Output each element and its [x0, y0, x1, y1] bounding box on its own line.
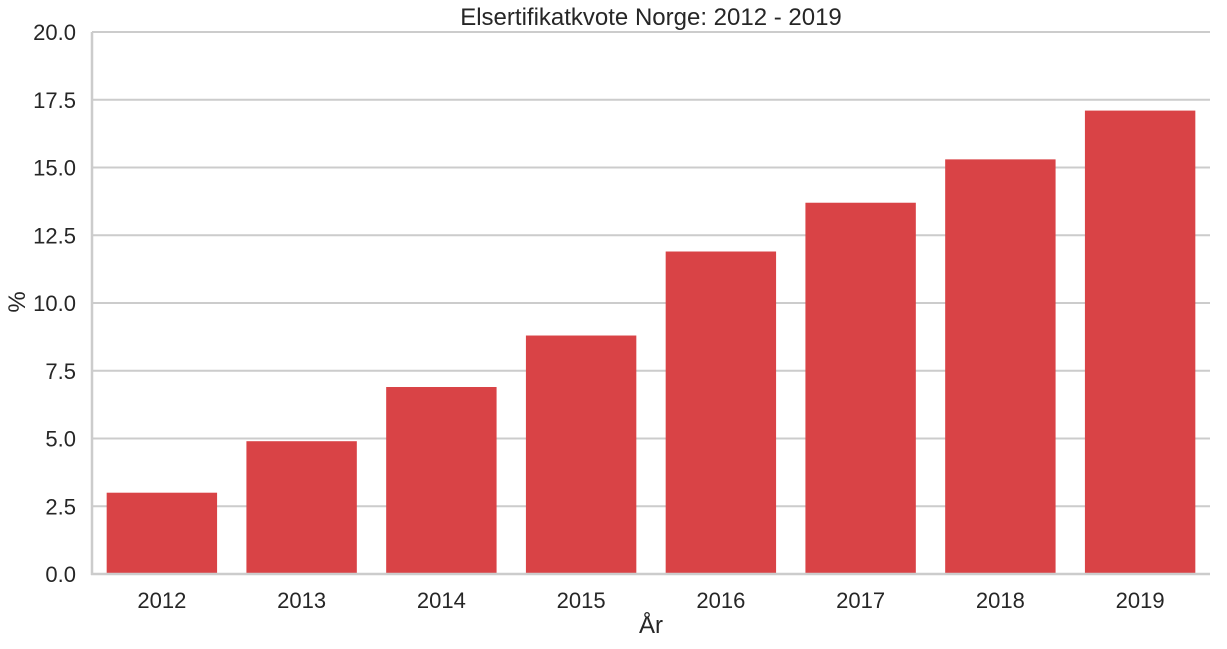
bar-2016: [665, 251, 777, 574]
y-axis-label: %: [4, 291, 31, 312]
bar-2012: [106, 492, 218, 574]
y-tick-label: 20.0: [33, 20, 76, 45]
x-tick-label: 2019: [1116, 588, 1165, 613]
x-tick-label: 2015: [557, 588, 606, 613]
chart-title: Elsertifikatkvote Norge: 2012 - 2019: [460, 4, 842, 31]
y-tick-label: 7.5: [45, 359, 76, 384]
x-tick-label: 2018: [976, 588, 1025, 613]
bar-2019: [1084, 110, 1196, 574]
y-tick-label: 15.0: [33, 156, 76, 181]
bar-2013: [246, 441, 357, 574]
x-axis-label: År: [639, 611, 663, 639]
x-tick-label: 2017: [836, 588, 885, 613]
bar-2015: [525, 335, 637, 574]
bar-2017: [805, 202, 916, 575]
axes: [90, 32, 1210, 576]
y-tick-label: 0.0: [45, 562, 76, 587]
x-tick-label: 2013: [277, 588, 326, 613]
x-tick-label: 2016: [696, 588, 745, 613]
y-tick-label: 2.5: [45, 494, 76, 519]
y-tick-label: 10.0: [33, 291, 76, 316]
bar-2014: [386, 387, 497, 574]
bar-2018: [945, 159, 1056, 574]
y-tick-label: 12.5: [33, 223, 76, 248]
y-tick-label: 5.0: [45, 427, 76, 452]
x-tick-labels: 2012 2013 2014 2015 2016 2017 2018 2019: [137, 588, 1164, 613]
x-tick-label: 2014: [417, 588, 466, 613]
y-tick-labels: 0.0 2.5 5.0 7.5 10.0 12.5 15.0 17.5 20.0: [33, 20, 76, 587]
x-tick-label: 2012: [137, 588, 186, 613]
bars: [106, 110, 1196, 575]
y-tick-label: 17.5: [33, 88, 76, 113]
